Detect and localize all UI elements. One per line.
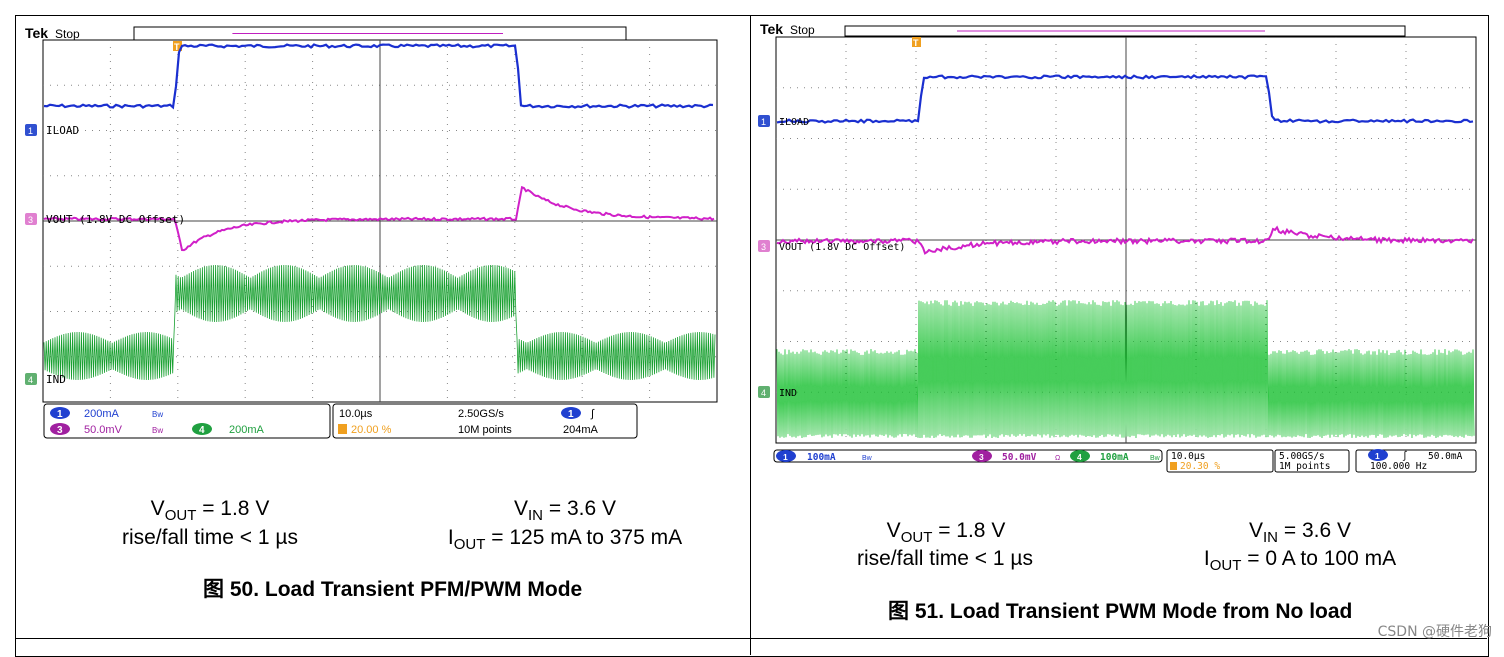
series-ind: [43, 264, 716, 381]
caption-vout-left: VOUT = 1.8 V: [150, 497, 270, 525]
ch3-marker-id: 3: [761, 242, 766, 252]
ch1-marker-id: 1: [761, 117, 766, 127]
figure-title-right: 图 51. Load Transient PWM Mode from No lo…: [888, 599, 1353, 623]
readout-trigpos-icon: [1170, 462, 1177, 470]
readout-record: 1M points: [1279, 461, 1330, 472]
caption-rise-right: rise/fall time < 1 µs: [856, 547, 1034, 570]
readout-ch1-scale: 200mA: [84, 408, 120, 420]
scope-1: Tek Stop T 1 ILOAD 3 VOUT (1.8V DC Offset) 4 IND…: [25, 25, 718, 439]
readout-ch1-pill-id: 1: [57, 409, 63, 420]
readout-ch4-pill: [192, 423, 212, 435]
ch4-label: IND: [46, 373, 66, 386]
readout-ch1-bw: Bw: [152, 410, 163, 419]
ch3-marker: [25, 213, 37, 225]
figure-title-left: 图 50. Load Transient PFM/PWM Mode: [203, 577, 583, 601]
readout-trig-slope: ∫: [590, 408, 595, 420]
series-iload: [776, 74, 1474, 124]
readout-ch4-bw: Bw: [1150, 455, 1161, 462]
status-label: Stop: [790, 23, 815, 37]
caption-iout-left: IOUT = 125 mA to 375 mA: [447, 526, 683, 554]
readout-trigpos-value: 20.00 %: [351, 424, 392, 436]
readout-ch3-pill: [972, 450, 992, 462]
ch4-marker: [758, 386, 770, 398]
watermark: CSDN @硬件老狗: [1377, 624, 1492, 640]
readout-trig-pill-id: 1: [568, 409, 574, 420]
readout-ch4-pill: [1070, 450, 1090, 462]
trigger-marker-label: T: [913, 38, 919, 48]
ch3-label: VOUT (1.8V DC Offset): [779, 242, 905, 253]
ch4-marker-id: 4: [28, 375, 33, 385]
readout-ch3-ohm: Ω: [1055, 455, 1060, 462]
readout-ch4-scale: 200mA: [229, 424, 265, 436]
readout-ch4-pill-id: 4: [1077, 452, 1082, 462]
readout-ch1-pill: [776, 450, 796, 462]
readout-trigpos-value: 20.30 %: [1180, 461, 1220, 472]
readout-ch1-scale: 100mA: [807, 452, 836, 463]
readout-ch3-scale: 50.0mV: [84, 424, 123, 436]
status-label: Stop: [55, 27, 80, 41]
ch3-marker-id: 3: [28, 215, 33, 225]
series-iload: [43, 43, 714, 110]
series-vout: [43, 185, 715, 252]
readout-trig-pill: [561, 407, 581, 419]
ch4-marker-id: 4: [761, 388, 766, 398]
series-vout: [776, 225, 1474, 255]
caption-vin-left: VIN = 3.6 V: [514, 497, 616, 525]
readout-sample-rate: 5.00GS/s: [1279, 451, 1325, 462]
caption-vout-right: VOUT = 1.8 V: [886, 519, 1006, 547]
trigger-marker: [912, 37, 921, 47]
ch1-label: ILOAD: [46, 124, 79, 137]
readout-ch1-bw: Bw: [862, 455, 873, 462]
ch1-label: ILOAD: [779, 117, 809, 128]
ch1-marker: [25, 124, 37, 136]
readout-sample-rate: 2.50GS/s: [458, 408, 504, 420]
readout-trig-level: 204mA: [563, 424, 599, 436]
readout-ch1-pill: [50, 407, 70, 419]
trigger-marker-label: T: [174, 42, 180, 52]
readout-ch4-pill-id: 4: [199, 425, 205, 436]
readout-trig-pill: [1368, 449, 1388, 461]
scope-2: Tek Stop T 1 ILOAD 3 VOUT (1.8V DC Offset) 4 IND…: [758, 21, 1477, 473]
caption-iout-right: IOUT = 0 A to 100 mA: [1203, 547, 1397, 575]
ch3-label: VOUT (1.8V DC Offset): [46, 213, 185, 226]
readout-trig-pill-id: 1: [1375, 451, 1380, 461]
brand-label: Tek: [760, 21, 783, 37]
readout-ch4-scale: 100mA: [1100, 452, 1129, 463]
readout-timebase-value: 10.0µs: [1171, 451, 1205, 462]
readout-ch3-pill-id: 3: [57, 425, 63, 436]
readout-timebase-value: 10.0µs: [339, 408, 373, 420]
readout-timebase: [332, 403, 638, 439]
readout-trig-level: 50.0mA: [1428, 451, 1463, 462]
readout-trig-slope: ∫: [1402, 450, 1408, 462]
readout-ch3-pill: [50, 423, 70, 435]
readout-ch3-scale: 50.0mV: [1002, 452, 1037, 463]
readout-channels: [773, 449, 1163, 463]
readout-ch3-bw: Bw: [152, 426, 163, 435]
readout-freq: 100.000 Hz: [1370, 461, 1427, 472]
series-ind: [776, 300, 1475, 439]
table-divider: [750, 15, 751, 655]
ch4-label: IND: [779, 388, 797, 399]
readout-ch3-pill-id: 3: [979, 452, 984, 462]
ch1-marker: [758, 115, 770, 127]
ch3-marker: [758, 240, 770, 252]
ch1-marker-id: 1: [28, 126, 33, 136]
ch4-marker: [25, 373, 37, 385]
readout-record: 10M points: [458, 424, 512, 436]
brand-label: Tek: [25, 25, 48, 41]
readout-trigpos-icon: [338, 424, 347, 434]
trigger-marker: [173, 41, 182, 51]
readout-ch1-pill-id: 1: [783, 452, 788, 462]
table-bottom-rule: [15, 638, 1487, 639]
caption-vin-right: VIN = 3.6 V: [1249, 519, 1351, 547]
readout-timebase: [1166, 449, 1274, 473]
caption-rise-left: rise/fall time < 1 µs: [121, 526, 299, 549]
readout-channels: [43, 403, 331, 439]
readout-acq: [1274, 449, 1350, 473]
